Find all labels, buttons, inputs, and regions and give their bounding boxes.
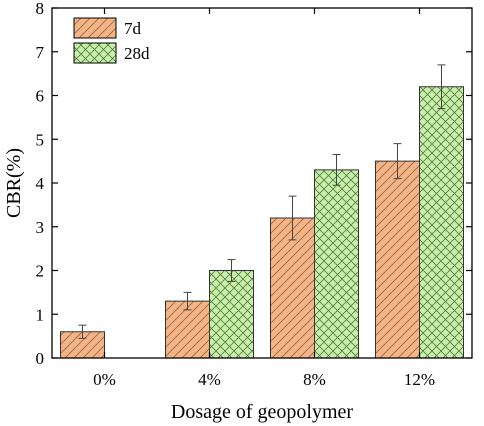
y-tick-label: 4 xyxy=(36,174,45,193)
legend: 7d 28d xyxy=(73,17,150,64)
legend-swatch-7d xyxy=(73,17,117,39)
bar-28d-12pct xyxy=(419,86,464,359)
y-tick-label: 0 xyxy=(36,349,45,368)
bar-28d-8pct xyxy=(314,169,359,359)
error-bar-28d-8pct xyxy=(332,154,341,186)
y-tick-label: 6 xyxy=(36,87,45,106)
x-axis-ticks: 0% 4% 8% 12% xyxy=(93,8,435,389)
error-bar-28d-12pct xyxy=(437,64,446,110)
x-tick-label: 8% xyxy=(303,370,326,389)
y-tick-label: 7 xyxy=(36,43,45,62)
y-tick-label: 5 xyxy=(36,130,45,149)
error-bar-7d-4pct xyxy=(183,291,192,311)
legend-label-7d: 7d xyxy=(124,19,142,38)
y-axis-title: CBR(%) xyxy=(3,148,25,218)
error-bars-layer xyxy=(78,64,446,339)
x-tick-label: 0% xyxy=(93,370,116,389)
y-tick-label: 2 xyxy=(36,262,45,281)
error-bar-28d-4pct xyxy=(227,259,236,282)
y-tick-label: 8 xyxy=(36,0,45,18)
bars-layer xyxy=(60,86,464,359)
error-bar-7d-0pct xyxy=(78,324,87,339)
bar-7d-4pct xyxy=(165,300,210,359)
error-bar-7d-8pct xyxy=(288,195,297,241)
error-bar-7d-12pct xyxy=(393,143,402,180)
x-tick-label: 4% xyxy=(198,370,221,389)
bar-7d-12pct xyxy=(375,160,420,359)
legend-swatch-28d xyxy=(73,42,117,64)
y-tick-label: 3 xyxy=(36,218,45,237)
x-tick-label: 12% xyxy=(404,370,435,389)
y-axis-ticks: 0 1 2 3 4 5 6 7 8 xyxy=(36,0,472,368)
legend-label-28d: 28d xyxy=(124,44,150,63)
x-axis-title: Dosage of geopolymer xyxy=(171,401,354,423)
bar-28d-4pct xyxy=(209,270,254,359)
y-tick-label: 1 xyxy=(36,305,45,324)
